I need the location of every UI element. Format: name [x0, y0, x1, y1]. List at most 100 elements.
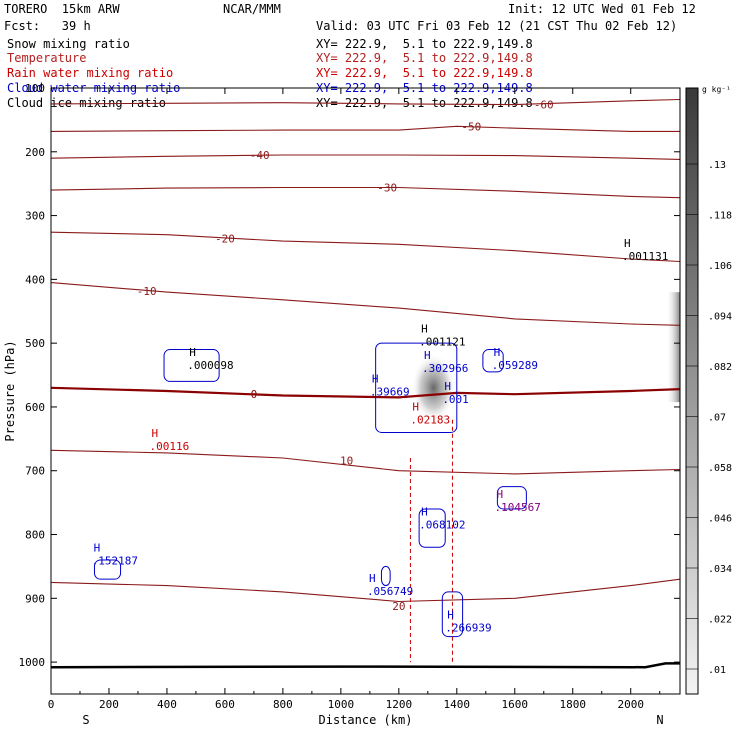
extremum-value: .302966 [422, 362, 468, 375]
y-tick-label: 700 [25, 465, 45, 478]
extremum-marker: H [369, 572, 376, 585]
header-init: Init: 12 UTC Wed 01 Feb 12 [508, 2, 696, 16]
extremum-value: .39669 [370, 385, 410, 398]
extremum-marker: H [421, 506, 428, 519]
extremum-value: .266939 [445, 621, 491, 634]
isotherm-line [50, 282, 681, 326]
legend-snow-xy: XY= 222.9, 5.1 to 222.9,149.8 [316, 37, 533, 51]
colorbar-tick-label: .106 [708, 261, 732, 272]
colorbar-tick-label: .022 [708, 615, 732, 626]
legend-cloudice-xy: XY= 222.9, 5.1 to 222.9,149.8 [316, 96, 533, 110]
extremum-marker: H [94, 541, 101, 554]
isotherm-line [50, 231, 681, 263]
legend-temp-name: Temperature [7, 51, 87, 65]
y-tick-label: 200 [25, 146, 45, 159]
colorbar-tick-label: .058 [708, 463, 732, 474]
colorbar-tick-label: .01 [708, 665, 726, 676]
isotherm-label: -20 [215, 233, 235, 246]
colorbar-tick-label: .094 [708, 312, 732, 323]
header-model: TORERO 15km ARW [4, 2, 120, 16]
colorbar-unit: g kg⁻¹ [702, 85, 731, 94]
y-tick-label: 100 [25, 82, 45, 95]
extremum-marker: H [624, 237, 631, 250]
isotherm-label: -50 [461, 120, 481, 133]
extremum-value: .001 [442, 393, 469, 406]
header-fcst: Fcst: 39 h [4, 19, 91, 33]
north-end-label: N [656, 713, 663, 727]
legend-rain-name: Rain water mixing ratio [7, 66, 174, 80]
isotherms: -60 -50 -40 -30 -20 -10 0 10 20 [50, 99, 681, 669]
terrain-line [50, 662, 680, 669]
cloud-water-contour [482, 349, 504, 373]
isotherm-label: -60 [534, 99, 554, 112]
colorbar-tick-label: .082 [708, 362, 732, 373]
x-tick-label: 1800 [560, 698, 587, 711]
x-tick-label: 0 [48, 698, 55, 711]
colorbar: g kg⁻¹ .13 .118 .106 .094 .082 .07 .058 .046 .034… [685, 85, 732, 695]
colorbar-tick-label: .034 [708, 564, 732, 575]
extremum-value: .02183 [410, 413, 450, 426]
x-tick-label: 1600 [502, 698, 529, 711]
header-valid: Valid: 03 UTC Fri 03 Feb 12 (21 CST Thu … [316, 19, 678, 33]
extremum-marker: H [372, 372, 379, 385]
cloud-water-contour [93, 559, 122, 580]
x-tick-label: 1400 [444, 698, 471, 711]
x-axis-label: Distance (km) [319, 713, 413, 727]
y-tick-label: 500 [25, 337, 45, 350]
extremum-value: .056749 [367, 585, 413, 598]
cloud-water-contour [380, 565, 391, 587]
isotherm-line [50, 125, 680, 132]
x-tick-label: 2000 [617, 698, 644, 711]
extremum-value: .104567 [494, 501, 540, 514]
cloud-water-contour [375, 342, 458, 433]
cloud-water-contour [496, 486, 527, 510]
edge-shading [666, 292, 680, 403]
x-tick-label: 800 [273, 698, 293, 711]
isotherm-line [50, 154, 681, 160]
cloud-water-contour [163, 349, 220, 382]
isotherm-line [50, 386, 681, 399]
y-tick-label: 600 [25, 401, 45, 414]
extremum-marker: H [447, 608, 454, 621]
extremum-value: .059289 [492, 359, 538, 372]
isotherm-label: -40 [250, 149, 270, 162]
extremum-value: .000098 [187, 359, 233, 372]
isotherm-label: 20 [392, 600, 405, 613]
colorbar-tick-label: .046 [708, 514, 732, 525]
cloud-water-contour [441, 591, 464, 638]
extremum-value: .001121 [419, 336, 465, 349]
colorbar-tick-label: .13 [708, 160, 726, 171]
legend-temp-xy: XY= 222.9, 5.1 to 222.9,149.8 [316, 51, 533, 65]
south-end-label: S [82, 713, 89, 727]
y-axis-label: Pressure (hPa) [3, 340, 17, 441]
isotherm-label: 10 [340, 455, 353, 468]
extremum-marker: H [412, 400, 419, 413]
shaded-fields [411, 292, 680, 422]
legend-snow-name: Snow mixing ratio [7, 37, 130, 51]
axes: 0 200 400 600 800 1000 1200 1400 1600 1800 2000200… [3, 82, 681, 727]
extremum-value: .001131 [622, 250, 668, 263]
y-tick-label: 900 [25, 592, 45, 605]
y-tick-label: 300 [25, 210, 45, 223]
legend-rain-xy: XY= 222.9, 5.1 to 222.9,149.8 [316, 66, 533, 80]
extremum-marker: H [424, 349, 431, 362]
extremum-marker: H [494, 346, 501, 359]
colorbar-tick-label: .118 [708, 211, 732, 222]
x-tick-label: 200 [99, 698, 119, 711]
extremum-value: .00116 [150, 440, 190, 453]
extremum-marker: H [421, 323, 428, 336]
x-tick-label: 1200 [386, 698, 413, 711]
y-tick-label: 800 [25, 529, 45, 542]
isotherm-label: -10 [137, 285, 157, 298]
isotherm-line [50, 186, 681, 199]
colorbar-tick-label: .07 [708, 413, 726, 424]
plot-frame [50, 87, 681, 695]
y-tick-label: 400 [25, 273, 45, 286]
cloud-contours [93, 342, 527, 663]
extremum-value: .068102 [419, 519, 465, 532]
extremum-marker: H [444, 380, 451, 393]
isotherm-label: 0 [251, 388, 258, 401]
extremum-marker: H [496, 488, 503, 501]
x-tick-label: 600 [215, 698, 235, 711]
